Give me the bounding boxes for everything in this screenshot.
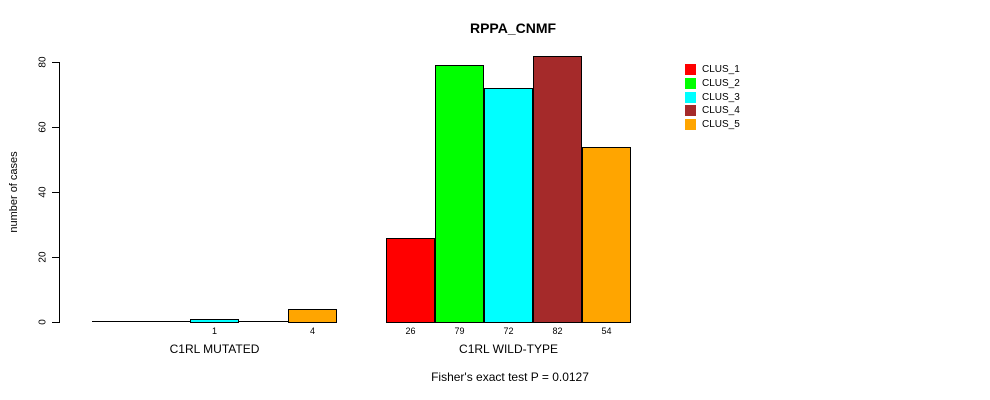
bar-clus-3-group2 (484, 88, 533, 323)
y-axis-label: number of cases (8, 151, 20, 233)
legend-label: CLUS_5 (702, 119, 740, 131)
y-axis-line (59, 62, 60, 323)
y-axis-tick-label: 40 (37, 186, 49, 198)
bar-value-label: 79 (454, 326, 465, 336)
y-axis-tick-label: 80 (37, 56, 49, 68)
legend-label: CLUS_1 (702, 64, 740, 76)
y-axis-tick (52, 192, 59, 193)
y-axis-tick (52, 322, 59, 323)
group-label-1: C1RL MUTATED (169, 342, 260, 356)
bar-value-label: 4 (309, 326, 315, 336)
y-axis-tick-label: 0 (37, 319, 49, 325)
legend-item-clus-1: CLUS_1 (685, 63, 740, 77)
bar-value-label: 72 (503, 326, 514, 336)
bar-value-label: 54 (601, 326, 612, 336)
legend-swatch-icon (685, 105, 696, 117)
legend-item-clus-5: CLUS_5 (685, 118, 740, 132)
legend-swatch-icon (685, 91, 696, 103)
bar-clus-1-group1-zero (92, 321, 141, 322)
fisher-test-annotation: Fisher's exact test P = 0.0127 (431, 370, 589, 384)
y-axis-tick-label: 20 (37, 251, 49, 263)
legend-item-clus-3: CLUS_3 (685, 90, 740, 104)
y-axis-tick-label: 60 (37, 121, 49, 133)
legend-label: CLUS_4 (702, 105, 740, 117)
chart-title: RPPA_CNMF (469, 20, 557, 36)
legend-swatch-icon (685, 78, 696, 90)
y-axis-tick (52, 257, 59, 258)
y-axis-tick (52, 62, 59, 63)
legend-item-clus-4: CLUS_4 (685, 104, 740, 118)
legend-label: CLUS_3 (702, 91, 740, 103)
bar-clus-2-group1-zero (141, 321, 190, 322)
bar-clus-3-group1 (190, 318, 239, 323)
bar-clus-1-group2 (386, 237, 435, 323)
y-axis-tick (52, 127, 59, 128)
legend-swatch-icon (685, 119, 696, 131)
legend: CLUS_1 CLUS_2 CLUS_3 CLUS_4 CLUS_5 (685, 63, 740, 131)
bar-clus-4-group2 (533, 55, 582, 323)
bar-clus-2-group2 (435, 65, 484, 323)
group-label-2: C1RL WILD-TYPE (459, 342, 558, 356)
legend-item-clus-2: CLUS_2 (685, 77, 740, 91)
bar-clus-5-group1 (288, 309, 337, 323)
legend-label: CLUS_2 (702, 78, 740, 90)
legend-swatch-icon (685, 64, 696, 76)
bar-clus-5-group2 (582, 146, 631, 323)
bar-value-label: 1 (211, 326, 217, 336)
bar-value-label: 82 (552, 326, 563, 336)
bar-value-label: 26 (405, 326, 416, 336)
bar-clus-4-group1-zero (239, 321, 288, 322)
